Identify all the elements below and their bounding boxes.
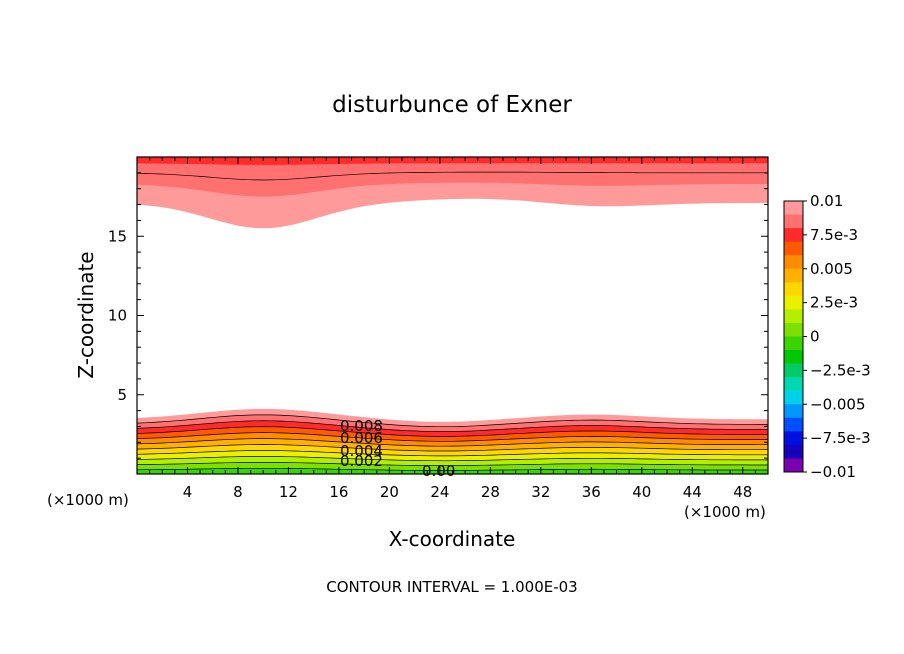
y-axis-label: Z-coordinate bbox=[74, 251, 98, 378]
x-tick-label: 44 bbox=[683, 483, 702, 501]
x-tick-label: 48 bbox=[733, 483, 752, 501]
colorbar-swatch bbox=[784, 322, 803, 337]
x-axis-ticks: 4 8 12 16 20 24 28 32 36 40 44 48 bbox=[149, 157, 756, 501]
x-tick-label: 12 bbox=[279, 483, 298, 501]
colorbar-swatch bbox=[784, 214, 803, 229]
contour-line-upper bbox=[137, 171, 768, 181]
colorbar-swatch bbox=[784, 268, 803, 283]
colorbar-swatch bbox=[784, 201, 803, 216]
x-unit-label-left: (×1000 m) bbox=[47, 491, 129, 509]
contour-label-0006: 0.006 bbox=[340, 429, 383, 447]
colorbar-swatch bbox=[784, 458, 803, 473]
colorbar-tick-label: 7.5e-3 bbox=[810, 226, 858, 244]
y-tick-label: 10 bbox=[108, 307, 127, 325]
contour-line bbox=[137, 438, 768, 447]
x-tick-label: 16 bbox=[329, 483, 348, 501]
colorbar-swatch bbox=[784, 404, 803, 419]
upper-contour-bands bbox=[137, 157, 768, 229]
contour-label-0004: 0.004 bbox=[340, 442, 383, 460]
colorbar-swatch bbox=[784, 255, 803, 270]
contour-line bbox=[137, 420, 768, 432]
contour-line bbox=[137, 414, 768, 428]
colorbar-tick-label: −0.01 bbox=[810, 463, 856, 481]
y-tick-label: 5 bbox=[117, 386, 127, 404]
colorbar bbox=[783, 200, 804, 473]
colorbar-swatch bbox=[784, 336, 803, 351]
contour-label-0002: 0.002 bbox=[340, 452, 383, 470]
colorbar-swatch bbox=[784, 363, 803, 378]
contour-line bbox=[137, 444, 768, 452]
colorbar-swatch bbox=[784, 309, 803, 324]
colorbar-swatch bbox=[784, 295, 803, 310]
colorbar-swatch bbox=[784, 377, 803, 392]
colorbar-tick-label: −0.005 bbox=[810, 395, 866, 413]
x-tick-label: 24 bbox=[430, 483, 449, 501]
colorbar-swatch bbox=[784, 350, 803, 365]
colorbar-tick-label: 0 bbox=[810, 328, 820, 346]
colorbar-swatch bbox=[784, 444, 803, 459]
x-tick-label: 28 bbox=[481, 483, 500, 501]
colorbar-swatch bbox=[784, 241, 803, 256]
colorbar-swatch bbox=[784, 431, 803, 446]
contour-label-000: 0.00 bbox=[422, 462, 455, 480]
contour-label-0008: 0.008 bbox=[340, 417, 383, 435]
x-axis-label: X-coordinate bbox=[389, 527, 516, 551]
colorbar-tick-label: 0.01 bbox=[810, 192, 843, 210]
colorbar-swatch bbox=[784, 228, 803, 243]
x-tick-label: 36 bbox=[582, 483, 601, 501]
colorbar-tick-label: 2.5e-3 bbox=[810, 294, 858, 312]
colorbar-swatch bbox=[784, 282, 803, 297]
contour-interval-note: CONTOUR INTERVAL = 1.000E-03 bbox=[326, 578, 577, 596]
contour-line bbox=[137, 450, 768, 457]
x-tick-label: 4 bbox=[183, 483, 193, 501]
contour-field bbox=[137, 157, 768, 474]
contour-band-upper bbox=[137, 157, 768, 197]
colorbar-labels: 0.01 7.5e-3 0.005 2.5e-3 0 −2.5e-3 −0.005 −7.5e… bbox=[803, 192, 871, 481]
x-unit-label-right: (×1000 m) bbox=[684, 503, 766, 521]
colorbar-tick-label: −2.5e-3 bbox=[810, 361, 871, 379]
x-tick-label: 32 bbox=[531, 483, 550, 501]
chart-title: disturbunce of Exner bbox=[332, 92, 572, 118]
colorbar-tick-label: −7.5e-3 bbox=[810, 429, 871, 447]
x-tick-label: 40 bbox=[632, 483, 651, 501]
contour-line bbox=[137, 456, 768, 462]
colorbar-swatch bbox=[784, 390, 803, 405]
colorbar-tick-label: 0.005 bbox=[810, 260, 853, 278]
x-tick-label: 8 bbox=[233, 483, 243, 501]
y-tick-label: 15 bbox=[108, 227, 127, 245]
contour-line bbox=[137, 462, 768, 466]
x-tick-label: 20 bbox=[380, 483, 399, 501]
y-axis-ticks: 5 10 15 bbox=[108, 172, 768, 459]
contour-line bbox=[137, 426, 768, 437]
colorbar-swatch bbox=[784, 417, 803, 432]
contour-line bbox=[137, 432, 768, 442]
